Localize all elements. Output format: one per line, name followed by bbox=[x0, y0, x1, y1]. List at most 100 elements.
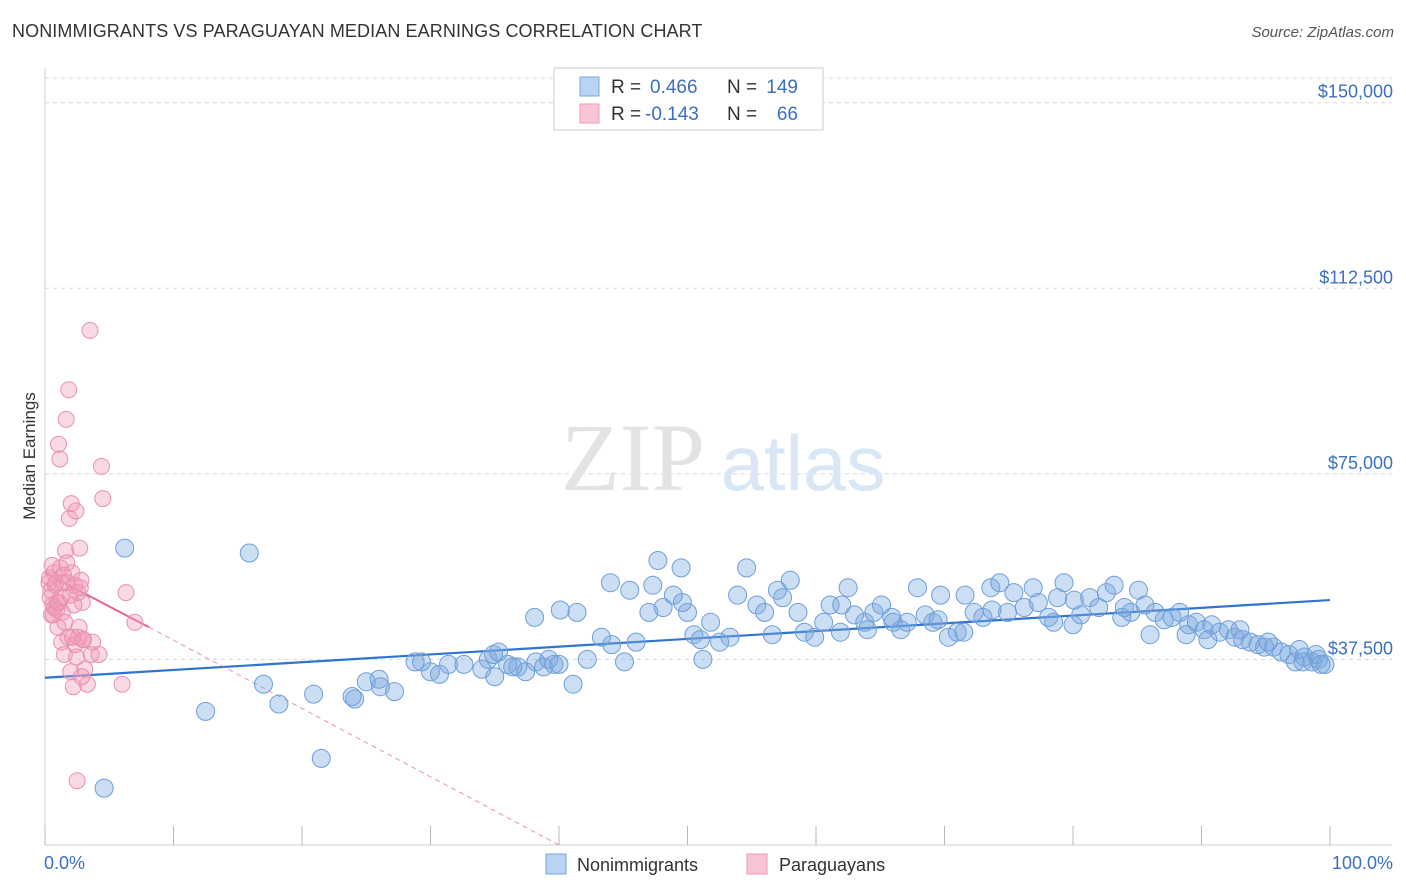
nonimmigrants-point-28 bbox=[549, 654, 569, 674]
x-tick-label-0: 0.0% bbox=[44, 853, 85, 873]
nonimmigrants-point-97 bbox=[1135, 595, 1155, 615]
nonimmigrants-point-9 bbox=[385, 682, 404, 702]
y-tick-label-1: $75,000 bbox=[1328, 453, 1393, 473]
paraguayans-point-64 bbox=[73, 668, 91, 686]
nonimmigrants-point-59 bbox=[820, 595, 840, 615]
nonimmigrants-point-39 bbox=[653, 598, 673, 617]
nonimmigrants-point-145 bbox=[1230, 620, 1250, 640]
nonimmigrants-point-137 bbox=[954, 622, 974, 642]
bottom-legend-swatch-paraguayans bbox=[746, 853, 768, 875]
paraguayans-point-38 bbox=[126, 613, 144, 631]
bottom-legend-label-nonimmigrants: Nonimmigrants bbox=[577, 855, 698, 875]
nonimmigrants-point-38 bbox=[643, 575, 663, 595]
nonimmigrants-point-75 bbox=[955, 585, 975, 605]
nonimmigrants-point-69 bbox=[908, 578, 927, 598]
paraguayans-point-35 bbox=[94, 490, 112, 508]
nonimmigrants-point-129 bbox=[648, 551, 668, 570]
nonimmigrants-point-142 bbox=[1140, 625, 1160, 645]
nonimmigrants-point-119 bbox=[1308, 649, 1328, 669]
nonimmigrants-point-141 bbox=[1114, 598, 1134, 617]
paraguayans-point-61 bbox=[69, 584, 87, 602]
y-tick-label-0: $37,500 bbox=[1328, 638, 1393, 658]
nonimmigrants-point-140 bbox=[1063, 615, 1083, 635]
nonimmigrants-point-23 bbox=[525, 607, 545, 627]
paraguayans-point-60 bbox=[68, 648, 85, 666]
legend-r-value-2: -0.143 bbox=[645, 104, 699, 125]
nonimmigrants-point-5 bbox=[345, 689, 365, 709]
nonimmigrants-point-122 bbox=[311, 748, 331, 768]
nonimmigrants-point-65 bbox=[872, 595, 891, 615]
paraguayans-point-17 bbox=[62, 663, 80, 681]
nonimmigrants-point-107 bbox=[1219, 620, 1238, 640]
nonimmigrants-point-30 bbox=[567, 602, 587, 622]
paraguayans-point-51 bbox=[56, 613, 74, 631]
legend-n-label-2: N = bbox=[727, 104, 757, 125]
nonimmigrants-point-136 bbox=[928, 610, 948, 630]
nonimmigrants-point-52 bbox=[762, 625, 782, 645]
legend-box: R = 0.466 N = 149 R = -0.143 N = 66 bbox=[553, 67, 824, 131]
nonimmigrants-point-81 bbox=[1004, 583, 1024, 603]
nonimmigrants-point-64 bbox=[864, 602, 884, 622]
nonimmigrants-point-6 bbox=[342, 687, 362, 706]
bottom-legend-label-paraguayans: Paraguayans bbox=[779, 855, 885, 875]
paraguayans-point-19 bbox=[64, 678, 82, 696]
nonimmigrants-point-37 bbox=[639, 602, 659, 622]
bottom-legend-swatch-nonimmigrants bbox=[545, 853, 567, 875]
grid-lines bbox=[45, 77, 1392, 660]
y-tick-label-2: $112,500 bbox=[1319, 267, 1393, 287]
nonimmigrants-point-32 bbox=[591, 627, 611, 647]
nonimmigrants-point-17 bbox=[484, 645, 503, 664]
nonimmigrants-point-46 bbox=[710, 632, 730, 652]
legend-n-label-1: N = bbox=[727, 77, 757, 98]
nonimmigrants-point-48 bbox=[728, 585, 748, 605]
nonimmigrants-point-74 bbox=[947, 622, 967, 642]
paraguayans-point-34 bbox=[93, 457, 110, 475]
nonimmigrants-point-143 bbox=[1176, 625, 1196, 645]
y-axis-title: Median Earnings bbox=[20, 392, 39, 520]
nonimmigrants-point-124 bbox=[369, 669, 389, 689]
nonimmigrants-point-61 bbox=[838, 578, 858, 598]
legend-r-label-1: R = bbox=[611, 77, 641, 98]
paraguayans-point-53 bbox=[59, 574, 76, 592]
bottom-legend: Nonimmigrants Paraguayans bbox=[545, 853, 885, 875]
nonimmigrants-point-55 bbox=[788, 602, 808, 622]
nonimmigrants-point-134 bbox=[857, 620, 877, 640]
nonimmigrants-point-56 bbox=[794, 622, 814, 642]
nonimmigrants-point-62 bbox=[845, 605, 864, 625]
watermark-atlas: atlas bbox=[721, 419, 886, 507]
nonimmigrants-point-0 bbox=[94, 778, 114, 798]
nonimmigrants-point-83 bbox=[1023, 578, 1043, 598]
nonimmigrants-point-51 bbox=[755, 602, 775, 622]
paraguayans-point-65 bbox=[74, 631, 92, 649]
nonimmigrants-point-57 bbox=[805, 627, 825, 647]
nonimmigrants-point-150 bbox=[1293, 652, 1313, 672]
nonimmigrants-point-45 bbox=[701, 612, 721, 632]
source-label: Source: ZipAtlas.com bbox=[1251, 24, 1394, 41]
nonimmigrants-point-4 bbox=[304, 684, 324, 704]
nonimmigrants-point-78 bbox=[981, 578, 1001, 598]
nonimmigrants-point-70 bbox=[915, 605, 935, 625]
axes bbox=[44, 68, 1392, 846]
data-points bbox=[40, 321, 1335, 798]
nonimmigrants-point-82 bbox=[1014, 598, 1034, 617]
nonimmigrants-point-87 bbox=[1054, 573, 1074, 593]
nonimmigrants-point-130 bbox=[672, 593, 692, 612]
nonimmigrants-point-36 bbox=[626, 632, 646, 652]
nonimmigrants-point-125 bbox=[412, 652, 431, 672]
nonimmigrants-point-80 bbox=[998, 602, 1017, 622]
nonimmigrants-point-2 bbox=[239, 543, 259, 563]
nonimmigrants-point-47 bbox=[720, 627, 740, 647]
nonimmigrants-point-138 bbox=[982, 600, 1002, 620]
nonimmigrants-point-18 bbox=[485, 667, 505, 687]
nonimmigrants-point-73 bbox=[938, 627, 958, 647]
nonimmigrants-point-89 bbox=[1071, 605, 1091, 625]
nonimmigrants-point-99 bbox=[1154, 610, 1174, 630]
nonimmigrants-point-72 bbox=[931, 585, 951, 605]
nonimmigrants-point-58 bbox=[814, 612, 834, 632]
paraguayans-point-56 bbox=[62, 495, 80, 513]
legend-swatch-blue bbox=[579, 76, 600, 97]
nonimmigrants-point-149 bbox=[1311, 654, 1331, 674]
nonimmigrants-point-44 bbox=[693, 649, 713, 669]
nonimmigrants-trend-line bbox=[44, 598, 1331, 679]
